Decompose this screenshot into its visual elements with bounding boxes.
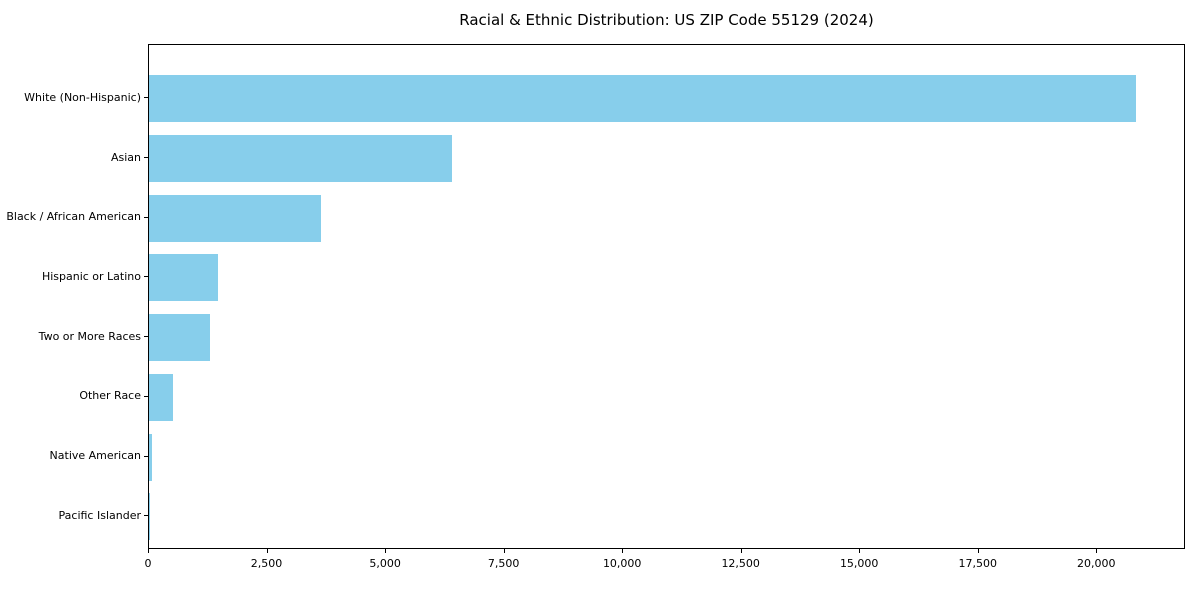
x-axis-label: 7,500 [487, 557, 520, 570]
x-tick-mark [622, 549, 624, 553]
x-axis-label: 15,000 [839, 557, 879, 570]
y-tick-mark [144, 336, 148, 338]
bar-row [149, 368, 1184, 428]
y-axis-label: Asian [110, 150, 141, 164]
y-axis-label: Black / African American [6, 210, 141, 224]
x-tick-mark [977, 549, 979, 553]
bar-row [149, 129, 1184, 189]
y-axis-label: Other Race [79, 389, 141, 403]
x-axis-label: 20,000 [1077, 557, 1116, 570]
x-tick-mark [266, 549, 268, 553]
bar-hispanic-or-latino [149, 254, 218, 302]
plot-area [148, 44, 1185, 549]
x-tick-mark [148, 549, 149, 553]
y-axis-label: White (Non-Hispanic) [24, 90, 141, 104]
x-tick-mark [859, 549, 861, 553]
bar-white-non-hispanic [149, 75, 1137, 123]
y-axis-label: Hispanic or Latino [41, 269, 141, 283]
x-tick-mark [1096, 549, 1098, 553]
bar-other-race [149, 373, 173, 421]
bar-two-or-more-races [149, 314, 210, 362]
chart-title: Racial & Ethnic Distribution: US ZIP Cod… [459, 11, 874, 29]
y-tick-mark [144, 276, 148, 278]
bar-row [149, 427, 1184, 487]
y-tick-mark [144, 395, 148, 397]
x-axis-label: 5,000 [369, 557, 401, 570]
y-axis-label: Native American [49, 449, 141, 463]
y-tick-mark [144, 455, 148, 457]
x-axis-label: 0 [144, 557, 152, 570]
bar-row [149, 188, 1184, 248]
x-axis-label: 10,000 [602, 557, 642, 570]
y-axis-label: Two or More Races [38, 329, 141, 343]
y-axis-label: Pacific Islander [58, 508, 141, 522]
bar-row [149, 69, 1184, 129]
bar-row [149, 487, 1184, 547]
bar-black-african-american [149, 194, 322, 242]
bar-pacific-islander [149, 493, 150, 541]
y-tick-mark [144, 157, 148, 159]
y-tick-mark [144, 515, 148, 517]
x-axis-label: 12,500 [721, 557, 760, 570]
y-tick-mark [144, 97, 148, 99]
x-axis-label: 17,500 [958, 557, 998, 570]
bar-row [149, 308, 1184, 368]
x-tick-mark [740, 549, 742, 553]
bar-native-american [149, 433, 152, 481]
bar-row [149, 248, 1184, 308]
x-tick-mark [385, 549, 387, 553]
bar-asian [149, 135, 452, 183]
y-tick-mark [144, 216, 148, 218]
x-tick-mark [503, 549, 505, 553]
x-axis-label: 2,500 [250, 557, 283, 570]
